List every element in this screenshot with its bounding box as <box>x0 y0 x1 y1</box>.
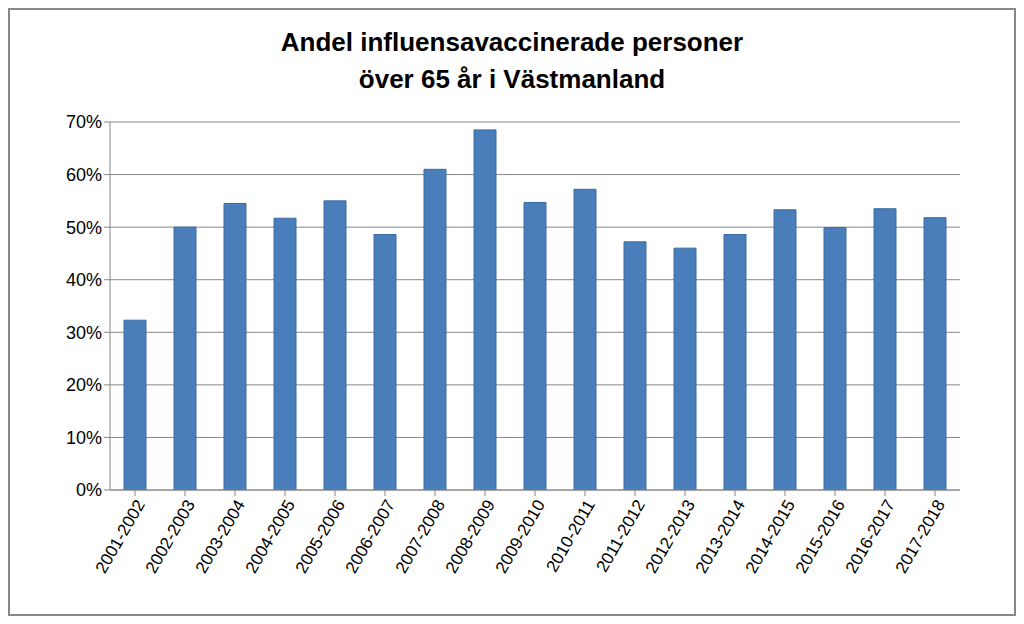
svg-text:2015-2016: 2015-2016 <box>792 497 849 577</box>
svg-text:60%: 60% <box>66 165 102 185</box>
svg-text:2003-2004: 2003-2004 <box>192 497 249 577</box>
svg-text:2014-2015: 2014-2015 <box>742 497 799 577</box>
svg-text:30%: 30% <box>66 323 102 343</box>
svg-text:2004-2005: 2004-2005 <box>242 497 299 577</box>
svg-text:2012-2013: 2012-2013 <box>642 497 699 577</box>
svg-text:50%: 50% <box>66 218 102 238</box>
svg-text:2017-2018: 2017-2018 <box>892 497 949 577</box>
svg-text:2016-2017: 2016-2017 <box>842 497 899 577</box>
svg-text:0%: 0% <box>76 480 102 500</box>
svg-text:2011-2012: 2011-2012 <box>592 497 648 576</box>
svg-text:10%: 10% <box>66 428 102 448</box>
html-text:Andel influensavaccinerade per: Andel influensavaccinerade personer över… <box>280 27 744 94</box>
svg-text:2006-2007: 2006-2007 <box>342 497 399 577</box>
svg-text:40%: 40% <box>66 270 102 290</box>
svg-text:2007-2008: 2007-2008 <box>392 497 449 577</box>
svg-text:2001-2002: 2001-2002 <box>92 497 149 577</box>
svg-text:2008-2009: 2008-2009 <box>442 497 499 577</box>
svg-text:2005-2006: 2005-2006 <box>292 497 349 577</box>
svg-text:2009-2010: 2009-2010 <box>492 497 549 577</box>
svg-text:2002-2003: 2002-2003 <box>142 497 199 577</box>
svg-text:70%: 70% <box>66 112 102 132</box>
svg-text:2013-2014: 2013-2014 <box>692 497 749 577</box>
svg-text:2010-2011: 2010-2011 <box>542 497 598 576</box>
svg-text:20%: 20% <box>66 375 102 395</box>
